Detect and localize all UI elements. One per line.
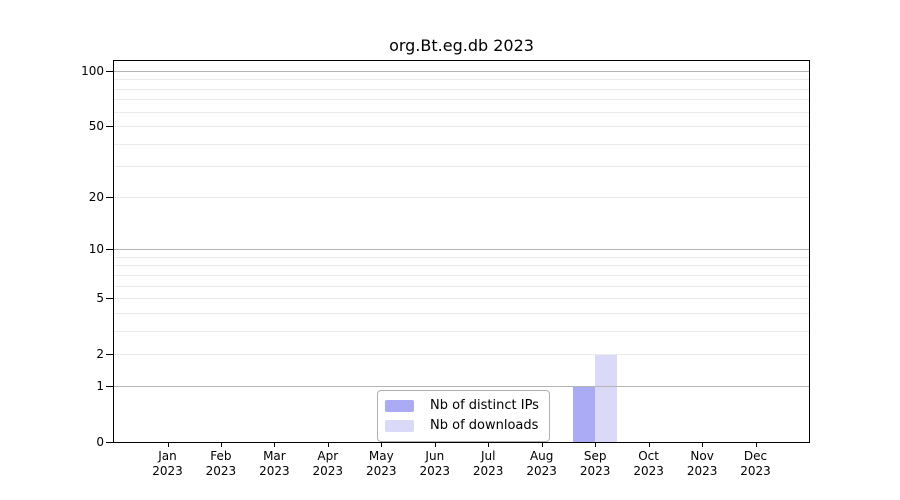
year-label: 2023: [205, 464, 237, 478]
year-label: 2023: [419, 464, 451, 478]
legend-label: Nb of downloads: [430, 418, 539, 433]
x-tick-mark: [327, 443, 329, 447]
y-tick-label: 20: [88, 190, 104, 205]
y-tick-mark: [106, 125, 113, 127]
x-tick-mark: [167, 443, 169, 447]
minor-gridline: [114, 143, 809, 145]
y-tick-label: 0: [96, 435, 104, 449]
minor-gridline: [114, 197, 809, 199]
y-tick-mark: [106, 71, 113, 72]
minor-gridline: [114, 312, 809, 314]
month-label: Nov: [690, 449, 714, 463]
x-tick-mark: [541, 443, 543, 447]
y-tick-mark: [106, 442, 113, 443]
year-label: 2023: [686, 464, 718, 478]
month-label: Jul: [480, 449, 496, 463]
legend-item: Nb of downloads: [385, 419, 539, 433]
year-label: 2023: [472, 464, 504, 478]
y-tick-mark: [106, 353, 113, 355]
minor-gridline: [114, 330, 809, 332]
y-tick-label: 1: [96, 379, 104, 394]
month-label: Oct: [638, 449, 659, 463]
minor-gridline: [114, 125, 809, 127]
x-tick-label: Mar 2023: [244, 449, 304, 479]
minor-gridline: [114, 353, 809, 355]
y-tick-label: 100: [81, 64, 104, 78]
major-gridline: [114, 386, 809, 388]
month-label: Mar: [263, 449, 286, 463]
year-label: 2023: [633, 464, 664, 478]
x-tick-mark: [648, 443, 650, 447]
x-tick-mark: [488, 443, 490, 447]
y-tick-mark: [106, 197, 113, 199]
minor-gridline: [114, 111, 809, 113]
x-tick-mark: [434, 443, 436, 447]
year-label: 2023: [312, 464, 344, 478]
x-tick-label: Jan 2023: [138, 449, 198, 479]
year-label: 2023: [366, 464, 397, 478]
y-tick-mark: [106, 298, 113, 299]
x-tick-label: Aug 2023: [512, 449, 572, 479]
x-tick-label: May 2023: [351, 449, 411, 479]
minor-gridline: [114, 265, 809, 267]
month-label: Jan: [158, 449, 177, 463]
bar-downloads: [595, 353, 618, 442]
bar-distinct-ips: [573, 386, 596, 442]
legend: Nb of distinct IPs Nb of downloads: [377, 390, 550, 442]
y-tick-label: 50: [88, 118, 104, 133]
x-tick-label: Jun 2023: [405, 449, 465, 479]
year-label: 2023: [579, 464, 611, 478]
x-tick-mark: [595, 443, 597, 447]
x-tick-label: Nov 2023: [672, 449, 732, 479]
minor-gridline: [114, 274, 809, 276]
minor-gridline: [114, 285, 809, 287]
y-tick-mark: [106, 249, 113, 251]
y-tick-label: 5: [96, 291, 104, 305]
year-label: 2023: [152, 464, 183, 478]
month-label: Sep: [583, 449, 607, 463]
month-label: Feb: [210, 449, 232, 463]
year-label: 2023: [740, 464, 771, 478]
month-label: Dec: [743, 449, 768, 463]
x-tick-mark: [274, 443, 276, 447]
minor-gridline: [114, 165, 809, 167]
minor-gridline: [114, 99, 809, 101]
legend-item: Nb of distinct IPs: [385, 399, 539, 413]
major-gridline: [114, 71, 809, 72]
x-tick-label: Dec 2023: [726, 449, 786, 479]
plot-area: Nb of distinct IPs Nb of downloads: [113, 60, 810, 443]
x-tick-label: Jul 2023: [458, 449, 518, 479]
y-tick-label: 2: [96, 346, 104, 361]
x-tick-label: Feb 2023: [191, 449, 251, 479]
month-label: Jun: [425, 449, 445, 463]
year-label: 2023: [259, 464, 290, 478]
minor-gridline: [114, 88, 809, 90]
month-label: Aug: [529, 449, 554, 463]
x-tick-mark: [220, 443, 222, 447]
year-label: 2023: [526, 464, 557, 478]
y-tick-label: 10: [88, 242, 104, 257]
x-tick-label: Apr 2023: [298, 449, 358, 479]
x-tick-label: Sep 2023: [565, 449, 625, 479]
x-tick-label: Oct 2023: [619, 449, 679, 479]
x-tick-mark: [755, 443, 757, 447]
minor-gridline: [114, 298, 809, 299]
minor-gridline: [114, 79, 809, 81]
x-tick-mark: [702, 443, 704, 447]
legend-swatch: [385, 420, 414, 432]
x-tick-mark: [381, 443, 383, 447]
legend-label: Nb of distinct IPs: [430, 398, 539, 413]
month-label: Apr: [317, 449, 339, 463]
major-gridline: [114, 249, 809, 251]
y-tick-mark: [106, 386, 113, 388]
minor-gridline: [114, 256, 809, 258]
month-label: May: [368, 449, 394, 463]
chart-title: org.Bt.eg.db 2023: [389, 36, 534, 55]
legend-swatch: [385, 400, 414, 412]
